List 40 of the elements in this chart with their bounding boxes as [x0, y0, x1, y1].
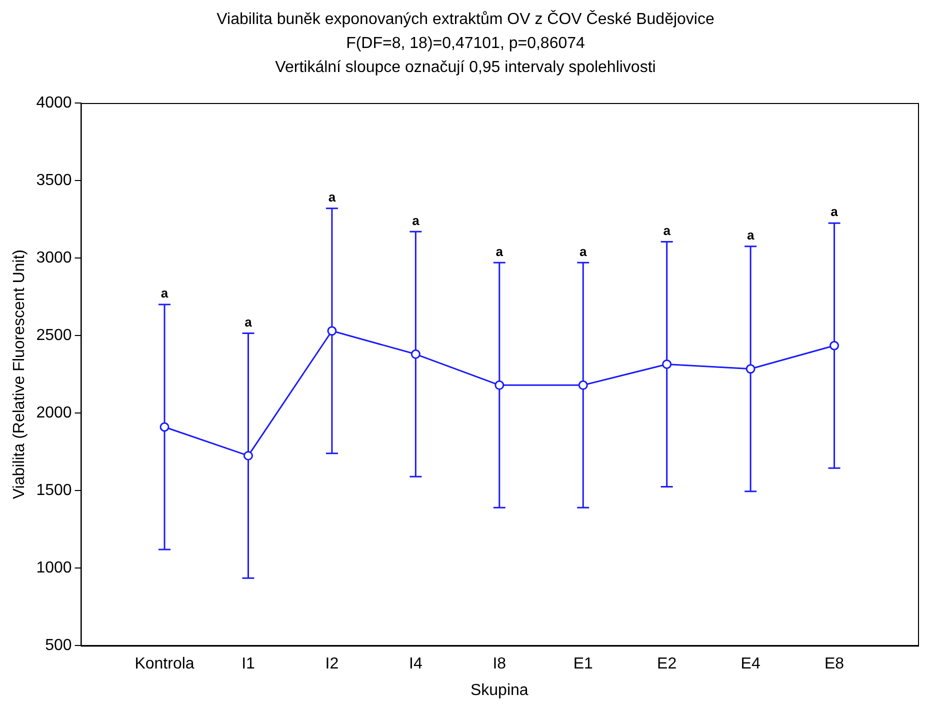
y-tick-label: 1000 [36, 559, 72, 576]
annotation: a [496, 244, 504, 259]
y-tick-label: 3500 [36, 172, 72, 189]
text: Vertikální sloupce označují 0,95 intervaly spolehlivosti [274, 58, 657, 78]
point [662, 359, 672, 369]
point [243, 450, 253, 460]
annotation: a [412, 212, 420, 228]
y-tick-label: 4000 [36, 94, 72, 112]
chart-subtitle: F(DF=8, 18)=0,47101, p=0,86074 [345, 34, 586, 54]
x-tick-label: E1 [573, 656, 593, 673]
x-tick-label: I4 [409, 656, 422, 673]
annotation: a [160, 286, 169, 301]
annotation: a [244, 314, 253, 330]
x-tick-label: E8 [824, 656, 844, 673]
x-tick-label: I8 [492, 656, 506, 673]
point [830, 340, 840, 350]
annotation: a [746, 227, 755, 242]
y-tick-label: 1500 [36, 482, 72, 499]
point [327, 326, 337, 336]
x-tick-label: E4 [740, 656, 760, 673]
y-tick-label: 500 [45, 637, 72, 654]
point [746, 364, 756, 374]
annotation: a [830, 204, 839, 220]
point [578, 380, 588, 390]
y-tick-label: 3000 [36, 249, 72, 266]
x-tick-label: Kontrola [134, 656, 194, 673]
point [410, 349, 420, 359]
y-axis-title: Viabilita (Relative Fluorescent Unit) [11, 250, 28, 500]
x-tick-label: I2 [325, 656, 339, 673]
x-axis-title: Skupina [470, 682, 528, 699]
annotation: a [663, 222, 672, 238]
x-tick-label: E2 [657, 656, 677, 673]
annotation: a [580, 244, 588, 259]
point [494, 380, 504, 390]
annotation: a [328, 190, 336, 204]
point [160, 422, 170, 432]
chart-title: Viabilita buněk exponovaných extraktům OV z ČOV České Budějovice [216, 9, 716, 30]
y-tick-label: 2500 [36, 326, 72, 344]
x-tick-label: I1 [242, 656, 256, 673]
y-tick-label: 2000 [36, 404, 72, 422]
